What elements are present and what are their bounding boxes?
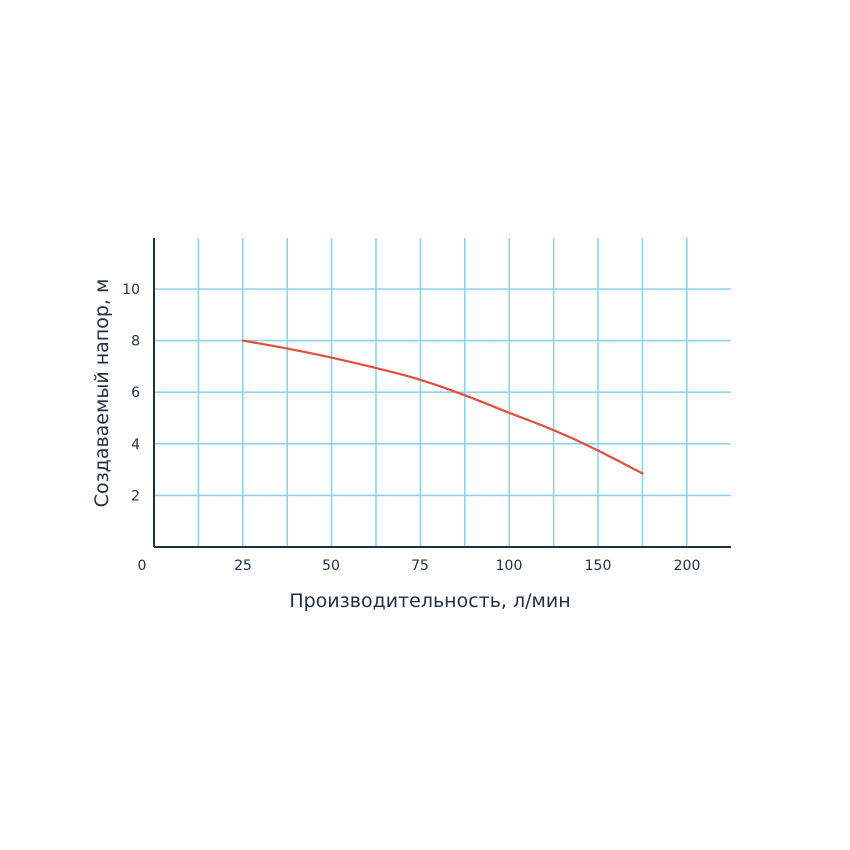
x-tick-label: 150 <box>585 558 612 574</box>
x-tick-label: 0 <box>138 558 147 574</box>
y-tick-label: 10 <box>122 282 140 298</box>
chart-grid <box>154 238 731 547</box>
y-axis-title: Создаваемый напор, м <box>91 279 113 508</box>
y-tick-label: 2 <box>131 488 140 504</box>
y-tick-label: 8 <box>131 334 140 350</box>
x-tick-label: 25 <box>234 558 252 574</box>
y-tick-label: 4 <box>131 437 140 453</box>
x-tick-label: 100 <box>496 558 523 574</box>
chart-axes <box>153 238 731 548</box>
x-tick-label: 75 <box>411 558 429 574</box>
x-axis-title: Производительность, л/мин <box>289 590 570 612</box>
chart-series <box>241 339 644 475</box>
chart-ticks: 0 25 50 75 100 150 200 2 4 6 8 10 <box>122 282 700 574</box>
x-tick-label: 200 <box>674 558 701 574</box>
y-tick-label: 6 <box>131 385 140 401</box>
series-line <box>241 339 644 475</box>
x-tick-label: 50 <box>322 558 340 574</box>
